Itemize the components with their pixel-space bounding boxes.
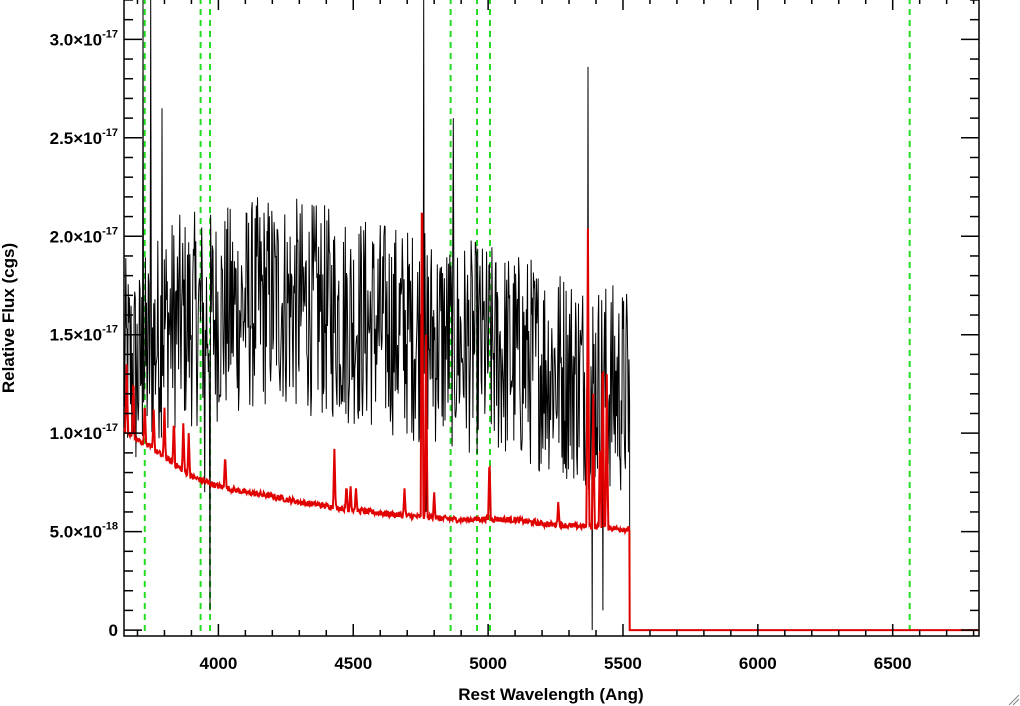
y-tick-label: 2.5×10-17 — [50, 127, 118, 148]
y-tick-label: 2.0×10-17 — [50, 225, 118, 246]
plot-frame — [123, 0, 980, 637]
x-tick-label: 6500 — [874, 654, 912, 673]
y-tick-label: 3.0×10-17 — [50, 28, 118, 49]
y-axis: 0 5.0×10-18 1.0×10-17 1.5×10-17 2.0×10-17 2.5… — [50, 0, 979, 640]
y-tick-label: 1.5×10-17 — [50, 324, 118, 345]
observed-spectrum-line — [123, 0, 631, 631]
resize-grip-icon — [1008, 694, 1020, 706]
x-tick-label: 5500 — [604, 654, 642, 673]
y-tick-label: 5.0×10-18 — [50, 521, 118, 542]
y-tick-label: 1.0×10-17 — [50, 422, 118, 443]
x-tick-label: 5000 — [469, 654, 507, 673]
y-axis-title: Relative Flux (cgs) — [0, 243, 18, 393]
x-tick-label: 6000 — [739, 654, 777, 673]
y-tick-label: 0 — [109, 621, 118, 640]
series-group — [123, 0, 979, 632]
model-spectrum-line — [123, 212, 979, 632]
x-axis: 4000 4500 5000 5500 6000 6500 — [136, 0, 975, 673]
x-tick-label: 4000 — [199, 654, 237, 673]
x-tick-label: 4500 — [334, 654, 372, 673]
x-axis-title: Rest Wavelength (Ang) — [458, 685, 643, 704]
